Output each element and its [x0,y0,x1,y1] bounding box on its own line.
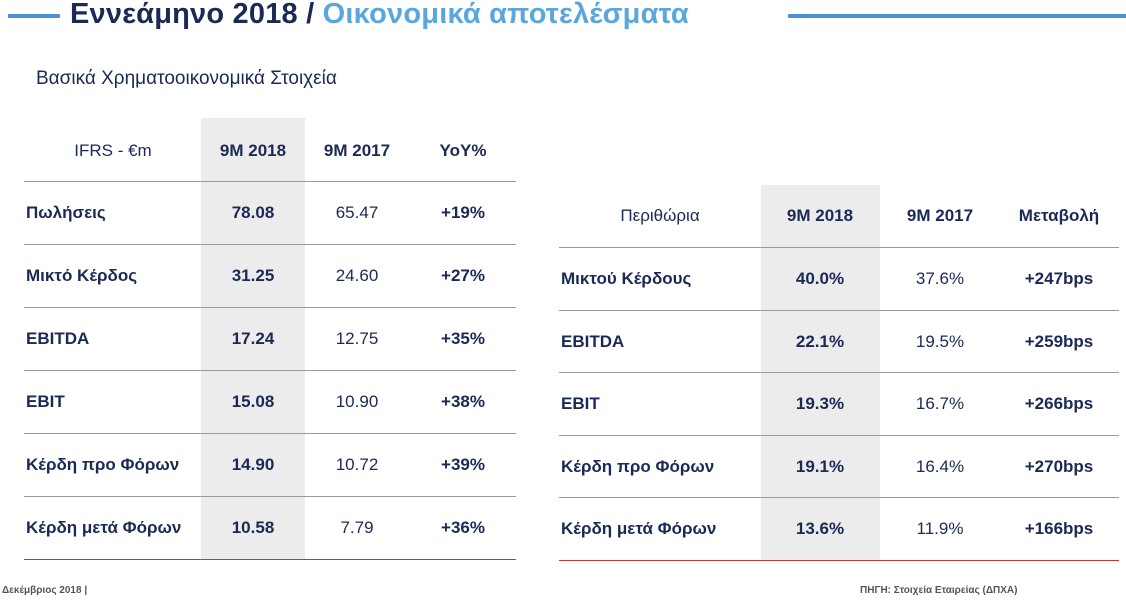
financials-highlight-column [201,118,305,560]
margins-row-current: 19.1% [795,456,845,476]
financials-header-cell: 9M 2018 [219,141,287,160]
margins-row-divider [559,309,1119,311]
title-accent-line-left [8,14,60,18]
financials-row-change: +27% [441,266,485,285]
financials-row-label: EBIT [26,392,65,411]
margins-header-cell: Περιθώρια [620,206,700,225]
financials-row-change: +38% [441,392,485,411]
footer-source: ΠΗΓΗ: Στοιχεία Εταιρείας (ΔΠΧΑ) [860,585,1018,596]
financials-row-prior: 10.90 [335,392,379,411]
section-subtitle: Βασικά Χρηματοοικονομικά Στοιχεία [36,68,337,89]
margins-row-change: +259bps [1024,331,1094,351]
financials-header-cell: YoY% [439,141,487,160]
title-main: Εννεάμηνο 2018 [70,0,298,30]
financials-row-label: Πωλήσεις [26,203,106,222]
margins-row-prior: 11.9% [916,519,964,538]
margins-bottom-rule [559,559,1119,561]
footer-date: Δεκέμβριος 2018 | [2,585,88,596]
financials-row-label: Μικτό Κέρδος [26,266,138,285]
financials-row-change: +39% [441,455,485,474]
margins-row-prior: 16.7% [915,394,965,413]
financials-row-current: 17.24 [231,329,275,348]
margins-row-label: EBIT [561,394,600,413]
title-bar: Εννεάμηνο 2018 / Οικονομικά αποτελέσματα [0,0,1126,34]
financials-header-cell: IFRS - €m [74,141,152,160]
margins-row-current: 19.3% [795,394,845,413]
margins-row-label: Μικτού Κέρδους [561,269,692,288]
margins-header-cell: Μεταβολή [1018,206,1100,225]
margins-row-current: 40.0% [795,269,845,288]
margins-row-current: 22.1% [795,331,845,351]
financials-row-prior: 65.47 [335,203,379,222]
title-accent-line-right [788,14,1126,18]
financials-row-label: Κέρδη μετά Φόρων [26,518,182,537]
margins-row-change: +247bps [1024,269,1094,288]
margins-row-divider [559,497,1119,498]
margins-header-cell: 9M 2017 [906,206,974,225]
title-separator: / [306,0,315,30]
financials-row-label: Κέρδη προ Φόρων [26,455,180,474]
margins-row-divider [559,434,1119,436]
financials-row-current: 15.08 [231,392,275,411]
financials-row-prior: 24.60 [335,266,379,285]
financials-row-prior: 10.72 [335,455,379,474]
financials-row-change: +36% [441,518,485,537]
margins-row-change: +270bps [1024,456,1094,476]
financials-row-current: 78.08 [231,203,275,222]
financials-row-change: +19% [441,203,485,222]
margins-header-divider [559,247,1119,248]
margins-row-prior: 16.4% [915,456,965,476]
financials-row-prior: 7.79 [340,518,374,537]
margins-row-prior: 37.6% [915,269,965,288]
margins-row-change: +166bps [1024,519,1094,538]
title-sub: Οικονομικά αποτελέσματα [322,0,689,30]
financials-row-current: 10.58 [231,518,275,537]
page-title: Εννεάμηνο 2018 / Οικονομικά αποτελέσματα [70,0,689,31]
margins-row-current: 13.6% [795,519,845,538]
financials-row-label: EBITDA [26,329,90,348]
financials-row-change: +35% [441,329,485,348]
financials-header-cell: 9M 2017 [323,141,391,160]
margins-row-prior: 19.5% [915,331,965,351]
margins-header-cell: 9M 2018 [786,206,854,225]
financials-row-current: 14.90 [231,455,275,474]
financials-row-divider [24,433,516,434]
margins-row-label: Κέρδη μετά Φόρων [561,519,717,538]
financials-header-divider [24,181,516,182]
margins-row-label: Κέρδη προ Φόρων [561,456,715,476]
financials-row-current: 31.25 [231,266,275,285]
financials-row-divider [24,244,516,245]
financials-row-divider [24,307,516,308]
margins-row-change: +266bps [1024,394,1094,413]
margins-row-divider [559,372,1119,373]
margins-row-label: EBITDA [561,331,625,351]
financials-row-divider [24,496,516,497]
financials-row-prior: 12.75 [335,329,379,348]
financials-row-divider [24,370,516,371]
financials-bottom-rule [24,559,516,560]
